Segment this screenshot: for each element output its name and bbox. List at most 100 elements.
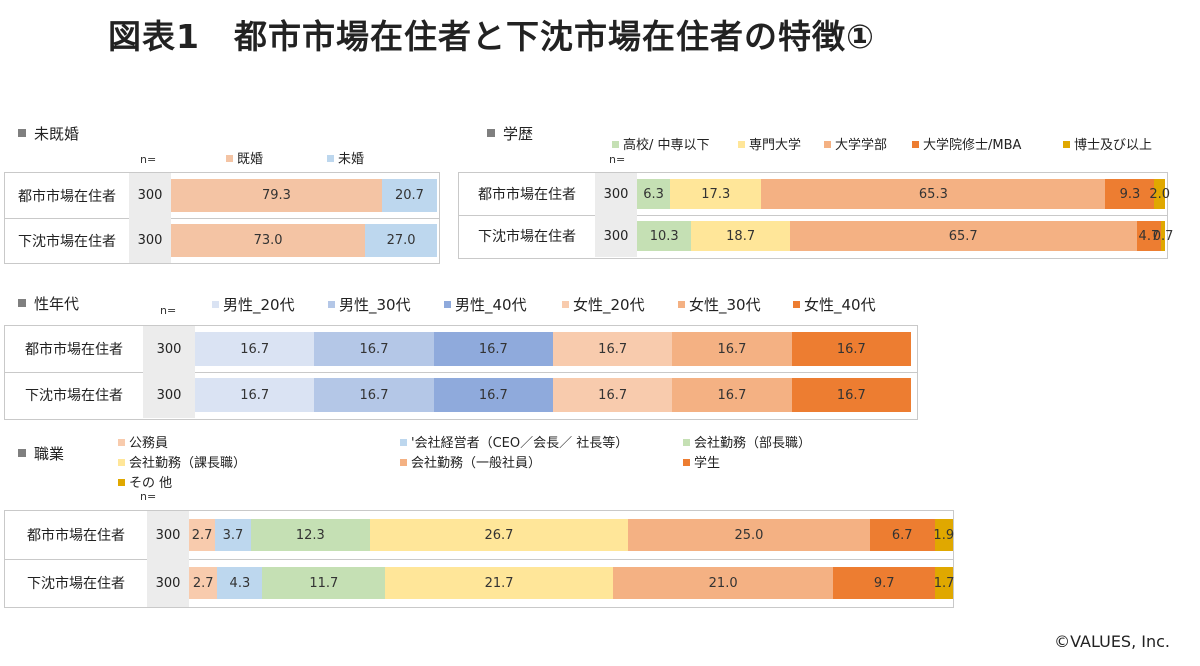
category-label: 下沈市場在住者 <box>27 576 125 592</box>
data-label: 0.7 <box>1152 228 1174 244</box>
data-label: 16.7 <box>836 341 866 357</box>
legend-item: 男性_30代 <box>328 294 411 315</box>
legend-swatch <box>738 141 745 148</box>
data-label: 27.0 <box>386 233 416 248</box>
bar-segment: 16.7 <box>672 332 792 366</box>
legend-label: 博士及び以上 <box>1074 138 1153 153</box>
bar-segment: 1.7 <box>934 567 954 599</box>
legend-swatch <box>118 459 125 466</box>
row-divider <box>459 215 1167 216</box>
bar-segment: 16.7 <box>314 332 434 366</box>
data-label: 16.7 <box>836 387 866 403</box>
bar-segment: 4.7 <box>1136 221 1162 251</box>
section-bullet <box>18 298 26 307</box>
legend-occupation: 公務員 '会社経営者（CEO／会長／ 社長等） 会社勤務（部長職） 会社勤務（課長職）… <box>0 432 1200 492</box>
bar-segment: 12.3 <box>250 519 370 551</box>
legend-item: 会社勤務（部長職） <box>683 432 811 451</box>
data-label: 26.7 <box>484 527 514 543</box>
legend-swatch <box>327 155 334 162</box>
bar-segment: 11.7 <box>262 567 386 599</box>
legend-label: 男性_20代 <box>223 296 295 314</box>
legend-swatch <box>444 301 451 308</box>
bar-segment: 25.0 <box>628 519 870 551</box>
legend-swatch <box>678 301 685 308</box>
section-bullet <box>18 448 26 457</box>
data-label: 17.3 <box>701 186 731 202</box>
legend-label: 男性_40代 <box>455 296 527 314</box>
legend-label: その 他 <box>129 476 173 491</box>
legend-item: 学生 <box>683 452 720 471</box>
section-title-marital: 未既婚 <box>18 123 79 144</box>
legend-item: 男性_40代 <box>444 294 527 315</box>
legend-label: 既婚 <box>237 152 264 167</box>
chart-row: 都市市場在住者 300 6.3 17.3 65.3 9.3 2.0 <box>459 173 1170 215</box>
data-label: 16.7 <box>598 341 628 357</box>
copyright: ©VALUES, Inc. <box>1054 632 1170 651</box>
data-label: 1.9 <box>933 527 955 543</box>
bar-segment: 0.7 <box>1153 221 1173 251</box>
legend-swatch <box>400 439 407 446</box>
legend-label: 会社勤務（一般社員） <box>411 456 542 471</box>
bar-segment: 2.7 <box>189 519 216 551</box>
data-label: 16.7 <box>717 387 747 403</box>
legend-label: 男性_30代 <box>339 296 411 314</box>
legend-item: 大学院修士/MBA <box>912 134 1021 153</box>
section-title-occupation: 職業 <box>18 443 64 464</box>
data-label: 20.7 <box>394 188 424 203</box>
bar-segment: 2.0 <box>1149 179 1170 209</box>
bar-segment: 16.7 <box>791 378 911 412</box>
bar-segment: 17.3 <box>670 179 762 209</box>
bar-segment: 16.7 <box>552 332 673 366</box>
data-label: 4.3 <box>229 575 251 591</box>
section-label: 学歴 <box>503 125 534 143</box>
data-label: 79.3 <box>261 188 291 203</box>
n-value: 300 <box>595 215 637 257</box>
bar-segment: 26.7 <box>369 519 629 551</box>
n-label: n= <box>140 490 157 503</box>
data-label: 18.7 <box>726 228 756 244</box>
legend-item: 女性_20代 <box>562 294 645 315</box>
bar-segment: 3.7 <box>215 519 251 551</box>
data-label: 16.7 <box>240 341 270 357</box>
legend-label: 会社勤務（部長職） <box>694 436 812 451</box>
category-label: 下沈市場在住者 <box>18 233 116 250</box>
legend-swatch <box>683 439 690 446</box>
legend-swatch <box>212 301 219 308</box>
legend-label: 大学院修士/MBA <box>923 138 1022 153</box>
chart-row: 下沈市場在住者 300 10.3 18.7 65.7 4.7 0.7 <box>459 215 1173 257</box>
legend-swatch <box>328 301 335 308</box>
data-label: 21.7 <box>484 575 514 591</box>
legend-item: 既婚 <box>226 148 263 167</box>
legend-swatch <box>118 479 125 486</box>
stacked-bar: 16.7 16.7 16.7 16.7 16.7 16.7 <box>195 378 911 412</box>
data-label: 9.3 <box>1119 186 1141 202</box>
data-label: 9.7 <box>873 575 895 591</box>
legend-swatch <box>683 459 690 466</box>
legend-item: その 他 <box>118 472 172 491</box>
bar-segment: 20.7 <box>381 179 437 212</box>
chart-row: 下沈市場在住者 300 16.7 16.7 16.7 16.7 16.7 16.7 <box>5 372 917 418</box>
legend-label: 女性_40代 <box>804 296 876 314</box>
category-label: 都市市場在住者 <box>27 528 125 544</box>
n-label: n= <box>609 153 626 166</box>
chart-row: 都市市場在住者 300 2.7 3.7 12.3 26.7 25.0 6.7 1.9 <box>5 511 955 559</box>
legend-swatch <box>1063 141 1070 148</box>
data-label: 16.7 <box>598 387 628 403</box>
data-label: 65.3 <box>918 186 948 202</box>
legend-item: 専門大学 <box>738 134 801 153</box>
bar-segment: 16.7 <box>314 378 434 412</box>
legend-item: 公務員 <box>118 432 168 451</box>
chart-panel-occupation: 都市市場在住者 300 2.7 3.7 12.3 26.7 25.0 6.7 1.9 下沈市場在住… <box>4 510 954 608</box>
stacked-bar: 16.7 16.7 16.7 16.7 16.7 16.7 <box>195 332 911 366</box>
data-label: 16.7 <box>240 387 270 403</box>
bar-segment: 9.7 <box>833 567 936 599</box>
legend-education: 高校/ 中専以下 専門大学 大学学部 大学院修士/MBA 博士及び以上 <box>0 134 1200 154</box>
row-divider <box>5 218 439 219</box>
page-title: 図表1 都市市場在住者と下沈市場在住者の特徴① <box>108 17 875 56</box>
bar-segment: 16.7 <box>195 378 315 412</box>
n-label: n= <box>140 153 157 166</box>
chart-row: 都市市場在住者 300 16.7 16.7 16.7 16.7 16.7 16.7 <box>5 326 917 372</box>
legend-item: 男性_20代 <box>212 294 295 315</box>
legend-item: 大学学部 <box>824 134 887 153</box>
section-bullet <box>487 128 495 137</box>
